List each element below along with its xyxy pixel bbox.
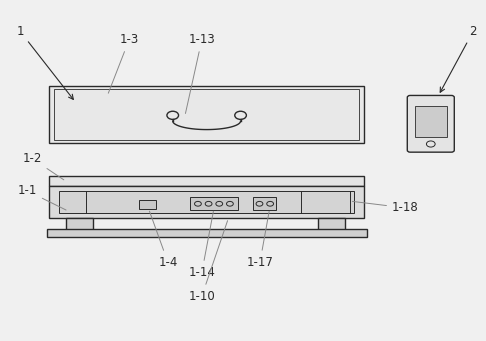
Text: 1-10: 1-10 [189,221,227,303]
Bar [54,89,359,140]
Bar [190,197,238,210]
Bar [253,197,277,210]
Text: 1: 1 [17,25,73,100]
Bar [318,218,345,231]
FancyBboxPatch shape [407,95,454,152]
Text: 1-13: 1-13 [186,33,215,114]
Text: 1-4: 1-4 [149,211,177,269]
Bar [47,229,366,237]
Text: 1-17: 1-17 [246,211,274,269]
Text: 1-18: 1-18 [352,201,419,214]
Bar [49,86,364,143]
Text: 1-1: 1-1 [17,184,66,210]
Bar [139,200,156,209]
Bar [59,191,354,213]
Text: 1-14: 1-14 [189,211,215,279]
Bar [49,176,364,186]
Text: 1-2: 1-2 [22,152,64,180]
Bar [49,186,364,218]
Bar [415,106,447,137]
Bar [66,218,93,231]
Text: 2: 2 [440,25,477,92]
Text: 1-3: 1-3 [108,33,139,93]
